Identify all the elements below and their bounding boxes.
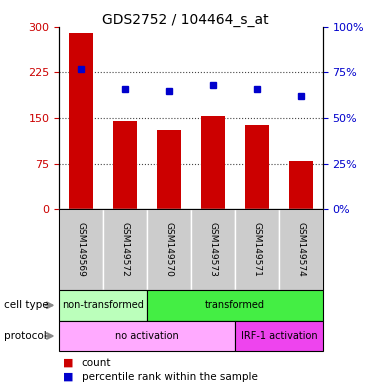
Text: GSM149571: GSM149571	[252, 222, 262, 277]
Text: no activation: no activation	[115, 331, 179, 341]
Text: IRF-1 activation: IRF-1 activation	[240, 331, 317, 341]
Bar	[113, 121, 137, 209]
Text: GDS2752 / 104464_s_at: GDS2752 / 104464_s_at	[102, 13, 269, 27]
Text: GSM149572: GSM149572	[121, 222, 130, 277]
Text: GSM149569: GSM149569	[77, 222, 86, 277]
Bar	[245, 125, 269, 209]
Bar	[69, 33, 93, 209]
Text: ■: ■	[63, 372, 73, 382]
Text: protocol: protocol	[4, 331, 46, 341]
Text: cell type: cell type	[4, 300, 48, 310]
Bar	[201, 116, 225, 209]
Text: GSM149570: GSM149570	[165, 222, 174, 277]
Text: GSM149573: GSM149573	[209, 222, 217, 277]
Text: count: count	[82, 358, 111, 368]
Text: GSM149574: GSM149574	[296, 222, 305, 277]
Text: ■: ■	[63, 358, 73, 368]
Text: non-transformed: non-transformed	[62, 300, 144, 310]
Text: percentile rank within the sample: percentile rank within the sample	[82, 372, 257, 382]
Text: transformed: transformed	[205, 300, 265, 310]
Bar	[289, 161, 313, 209]
Bar	[157, 130, 181, 209]
